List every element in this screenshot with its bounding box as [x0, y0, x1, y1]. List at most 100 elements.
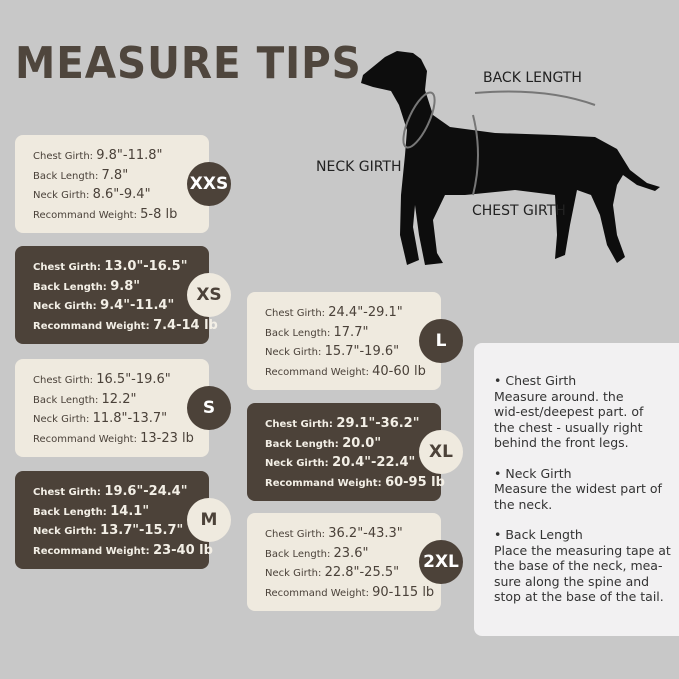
- tip-neck-girth: • Neck Girth Measure the widest part of t…: [494, 466, 679, 513]
- size-row-back: Back Length: 14.1": [33, 503, 209, 523]
- row-label: Chest Girth:: [33, 262, 101, 273]
- tip-text: Place the measuring tape at the base of …: [494, 542, 671, 605]
- size-card: Chest Girth: 9.8"-11.8" Back Length: 7.8"…: [15, 135, 209, 233]
- row-value: 19.6"-24.4": [104, 484, 188, 499]
- size-row-neck: Neck Girth: 15.7"-19.6": [265, 343, 441, 363]
- row-label: Back Length:: [265, 438, 339, 450]
- tip-heading: • Chest Girth: [494, 373, 577, 388]
- size-row-chest: Chest Girth: 9.8"-11.8": [33, 147, 209, 167]
- size-card: Chest Girth: 16.5"-19.6" Back Length: 12.…: [15, 359, 209, 457]
- neck-girth-label: NECK GIRTH: [316, 159, 402, 175]
- row-value: 40-60 lb: [372, 363, 426, 379]
- row-value: 23.6": [333, 545, 369, 561]
- size-badge: 2XL: [419, 540, 463, 584]
- row-value: 13.0"-16.5": [104, 259, 188, 274]
- row-label: Neck Girth:: [265, 458, 329, 469]
- size-badge: XS: [187, 273, 231, 317]
- row-label: Recommand Weight:: [33, 433, 137, 445]
- back-length-label: BACK LENGTH: [483, 70, 582, 86]
- tip-text: Measure the widest part of the neck.: [494, 481, 662, 512]
- row-value: 20.0": [342, 435, 382, 451]
- size-card: Chest Girth: 29.1"-36.2" Back Length: 20.…: [247, 403, 445, 501]
- row-value: 17.7": [333, 324, 369, 340]
- size-badge: XXS: [187, 162, 231, 206]
- row-label: Neck Girth:: [33, 414, 90, 425]
- size-row-weight: Recommand Weight: 60-95 lb: [265, 474, 445, 494]
- size-row-chest: Chest Girth: 36.2"-43.3": [265, 525, 441, 545]
- size-row-neck: Neck Girth: 11.8"-13.7": [33, 410, 209, 430]
- row-label: Back Length:: [265, 327, 331, 339]
- row-value: 9.8": [110, 278, 141, 294]
- row-label: Recommand Weight:: [33, 545, 150, 557]
- size-row-neck: Neck Girth: 9.4"-11.4": [33, 297, 209, 317]
- row-label: Back Length:: [33, 506, 107, 518]
- size-row-weight: Recommand Weight: 5-8 lb: [33, 206, 209, 226]
- row-value: 16.5"-19.6": [96, 372, 171, 387]
- size-row-weight: Recommand Weight: 40-60 lb: [265, 363, 441, 383]
- dog-silhouette-illustration: [361, 51, 660, 265]
- row-value: 90-115 lb: [372, 584, 435, 600]
- row-value: 5-8 lb: [140, 206, 178, 222]
- row-value: 29.1"-36.2": [336, 416, 420, 431]
- size-badge: S: [187, 386, 231, 430]
- row-label: Back Length:: [33, 170, 99, 182]
- row-label: Chest Girth:: [33, 375, 94, 386]
- size-row-neck: Neck Girth: 20.4"-22.4": [265, 454, 441, 474]
- size-row-back: Back Length: 23.6": [265, 545, 441, 565]
- tip-heading: • Back Length: [494, 527, 583, 542]
- size-row-chest: Chest Girth: 24.4"-29.1": [265, 304, 441, 324]
- size-card: Chest Girth: 13.0"-16.5" Back Length: 9.8…: [15, 246, 218, 344]
- size-row-weight: Recommand Weight: 23-40 lb: [33, 542, 213, 562]
- size-row-back: Back Length: 7.8": [33, 167, 209, 187]
- row-label: Neck Girth:: [33, 301, 97, 312]
- size-card: Chest Girth: 36.2"-43.3" Back Length: 23.…: [247, 513, 441, 611]
- row-label: Neck Girth:: [33, 190, 90, 201]
- row-value: 8.6"-9.4": [92, 187, 151, 202]
- tip-back-length: • Back Length Place the measuring tape at…: [494, 527, 679, 605]
- row-label: Chest Girth:: [265, 529, 326, 540]
- size-row-back: Back Length: 9.8": [33, 278, 209, 298]
- row-label: Back Length:: [33, 281, 107, 293]
- row-label: Recommand Weight:: [33, 320, 150, 332]
- row-label: Chest Girth:: [265, 419, 333, 430]
- row-label: Chest Girth:: [33, 151, 94, 162]
- row-value: 11.8"-13.7": [92, 411, 168, 426]
- size-row-back: Back Length: 17.7": [265, 324, 441, 344]
- row-label: Neck Girth:: [265, 347, 322, 358]
- row-label: Recommand Weight:: [265, 366, 369, 378]
- size-row-neck: Neck Girth: 22.8"-25.5": [265, 564, 441, 584]
- row-value: 13.7"-15.7": [100, 523, 184, 538]
- size-badge: L: [419, 319, 463, 363]
- row-label: Neck Girth:: [265, 568, 322, 579]
- tip-text: Measure around. the wid-est/deepest part…: [494, 388, 644, 451]
- row-value: 9.4"-11.4": [100, 298, 175, 313]
- size-row-back: Back Length: 20.0": [265, 435, 441, 455]
- row-value: 14.1": [110, 503, 150, 519]
- row-value: 12.2": [101, 391, 137, 407]
- row-value: 24.4"-29.1": [328, 305, 403, 320]
- measure-tips-panel: • Chest Girth Measure around. the wid-est…: [474, 343, 679, 636]
- row-value: 7.8": [101, 167, 129, 183]
- row-label: Neck Girth:: [33, 526, 97, 537]
- row-label: Recommand Weight:: [33, 209, 137, 221]
- size-row-neck: Neck Girth: 8.6"-9.4": [33, 186, 209, 206]
- row-value: 13-23 lb: [140, 430, 194, 446]
- size-row-weight: Recommand Weight: 7.4-14 lb: [33, 317, 218, 337]
- row-label: Recommand Weight:: [265, 587, 369, 599]
- row-value: 36.2"-43.3": [328, 526, 403, 541]
- size-row-chest: Chest Girth: 19.6"-24.4": [33, 483, 209, 503]
- tip-chest-girth: • Chest Girth Measure around. the wid-est…: [494, 373, 679, 451]
- row-value: 23-40 lb: [153, 542, 213, 558]
- row-value: 15.7"-19.6": [324, 344, 400, 359]
- row-value: 7.4-14 lb: [153, 317, 218, 333]
- size-row-back: Back Length: 12.2": [33, 391, 209, 411]
- size-card: Chest Girth: 19.6"-24.4" Back Length: 14.…: [15, 471, 213, 569]
- row-label: Back Length:: [33, 394, 99, 406]
- row-label: Recommand Weight:: [265, 477, 382, 489]
- size-row-neck: Neck Girth: 13.7"-15.7": [33, 522, 209, 542]
- size-row-weight: Recommand Weight: 13-23 lb: [33, 430, 209, 450]
- page-title: MEASURE TIPS: [15, 38, 362, 89]
- size-row-chest: Chest Girth: 29.1"-36.2": [265, 415, 441, 435]
- row-value: 20.4"-22.4": [332, 455, 416, 470]
- row-value: 22.8"-25.5": [324, 565, 400, 580]
